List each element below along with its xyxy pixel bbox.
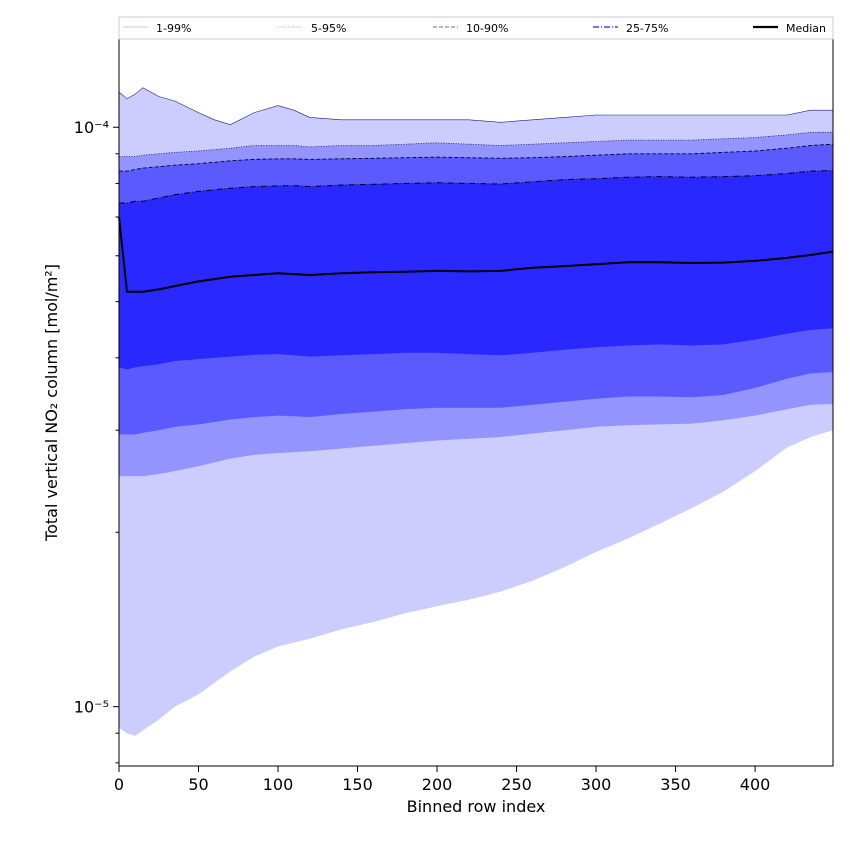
median-line <box>118 216 834 293</box>
median-layer <box>118 216 834 293</box>
x-tick-label: 400 <box>740 775 771 794</box>
x-tick-label: 0 <box>114 775 124 794</box>
x-tick-label: 200 <box>422 775 453 794</box>
percentile-bands <box>118 87 834 736</box>
legend-label: 1-99% <box>156 22 191 35</box>
x-tick-label: 150 <box>342 775 373 794</box>
legend-label: Median <box>786 22 826 35</box>
legend-label: 10-90% <box>466 22 508 35</box>
y-axis: 10⁻⁵ 10⁻⁴ <box>74 118 119 764</box>
x-axis: 0 50 100 150 200 250 300 350 400 <box>114 766 770 794</box>
band-25-75% <box>119 170 833 370</box>
x-tick-label: 250 <box>501 775 532 794</box>
x-axis-label: Binned row index <box>407 797 546 816</box>
legend-frame <box>118 16 834 40</box>
band-upper-edge-10-90% <box>119 143 834 172</box>
y-tick-label: 10⁻⁵ <box>74 698 109 717</box>
y-axis-label: Total vertical NO₂ column [mol/m²] <box>42 264 61 542</box>
x-tick-label: 50 <box>188 775 208 794</box>
band-upper-edge-1-99% <box>118 87 833 126</box>
legend: 1-99% 5-95% 10-90% 25-75% Median <box>118 16 834 40</box>
legend-label: 5-95% <box>311 22 346 35</box>
x-tick-label: 350 <box>660 775 691 794</box>
y-tick-label: 10⁻⁴ <box>74 118 109 137</box>
legend-label: 25-75% <box>626 22 668 35</box>
x-tick-label: 300 <box>581 775 612 794</box>
band-upper-edge-5-95% <box>119 131 833 158</box>
x-tick-label: 100 <box>263 775 294 794</box>
